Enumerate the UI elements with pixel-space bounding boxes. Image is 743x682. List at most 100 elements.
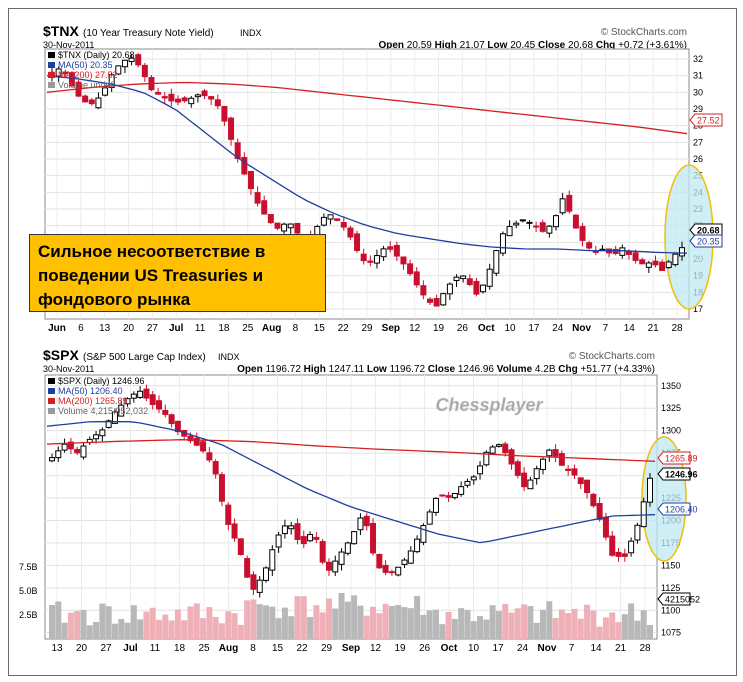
candle-body — [592, 250, 599, 253]
candle-body — [558, 453, 565, 466]
candle-body — [665, 261, 672, 269]
candle-body — [493, 250, 500, 274]
candle-body — [652, 260, 659, 266]
candle-body — [420, 285, 427, 296]
candle-body — [320, 216, 327, 226]
volume-bar — [250, 599, 257, 639]
candle-body — [413, 271, 420, 286]
y-tick-label: 1150 — [661, 560, 680, 570]
candle-body — [400, 256, 407, 265]
x-tick-label: 10 — [505, 323, 517, 334]
candle-body — [137, 390, 144, 398]
ohlc-label: Low — [485, 40, 511, 51]
x-tick-label: Sep — [342, 643, 360, 654]
ohlc-value: 21.07 — [460, 40, 485, 51]
candle-body — [376, 553, 383, 569]
candle-body — [181, 97, 188, 102]
stockcharts-brand: © StockCharts.com — [569, 351, 655, 362]
candle-body — [313, 536, 320, 540]
volume-bar — [388, 605, 395, 639]
candle-body — [619, 247, 626, 256]
candle-body — [161, 96, 168, 99]
candle-body — [647, 477, 653, 503]
candle-body — [473, 280, 480, 295]
candle-body — [445, 495, 452, 498]
candle-body — [124, 398, 131, 405]
candle-body — [458, 486, 465, 495]
candle-body — [679, 247, 685, 257]
candle-body — [55, 450, 62, 459]
volume-bar — [584, 604, 591, 639]
chart-title: (S&P 500 Large Cap Index) — [83, 352, 206, 363]
x-tick-label: 22 — [338, 323, 350, 334]
candle-body — [49, 457, 55, 462]
candle-body — [263, 567, 270, 581]
volume-bar — [628, 603, 635, 639]
candle-body — [527, 479, 534, 490]
chart-symbol: $TNX — [43, 23, 79, 39]
volume-bar — [407, 608, 414, 639]
ma200-price-label-box — [689, 113, 723, 127]
candle-body — [130, 393, 137, 399]
volume-bar — [74, 610, 81, 639]
candle-body — [634, 524, 641, 541]
volume-tick-label: 5.0B — [19, 586, 38, 596]
volume-bar — [300, 596, 307, 639]
x-tick-label: 15 — [272, 643, 284, 654]
candle-body — [566, 194, 573, 212]
volume-bar — [464, 609, 471, 639]
ohlc-label: Open — [378, 40, 406, 51]
ohlc-value: +51.77 (+4.33%) — [581, 364, 656, 375]
candle-body — [380, 248, 387, 258]
chart-frame: $TNX (10 Year Treasury Note Yield) INDX © S… — [8, 8, 737, 676]
y-tick-label: 1125 — [661, 583, 680, 593]
candle-body — [105, 420, 112, 428]
ma200-line — [46, 81, 688, 135]
volume-bar — [351, 595, 358, 639]
candle-body — [508, 449, 515, 465]
chart-panel-spx: $SPX (S&P 500 Large Cap Index) INDX © Stock… — [19, 347, 700, 654]
ohlc-summary: Open 20.59 High 21.07 Low 20.45 Close 20… — [378, 40, 687, 51]
x-tick-label: 28 — [671, 323, 683, 334]
candle-body — [363, 515, 370, 527]
ohlc-label: Open — [237, 364, 265, 375]
volume-bar — [596, 626, 603, 639]
candle-body — [477, 465, 484, 475]
volume-bar — [55, 601, 62, 639]
volume-bar — [640, 610, 647, 639]
candle-body — [156, 400, 163, 410]
candle-body — [460, 275, 467, 280]
x-tick-label: 11 — [195, 323, 206, 334]
volume-bar — [514, 608, 521, 639]
volume-bar — [162, 614, 169, 639]
volume-bar — [602, 617, 609, 639]
candle-body — [401, 559, 408, 565]
candle-body — [300, 536, 307, 545]
volume-bar — [200, 618, 207, 639]
stockcharts-brand: © StockCharts.com — [601, 27, 687, 38]
y-tick-label: 32 — [693, 54, 703, 64]
x-tick-label: 29 — [361, 323, 373, 334]
candle-body — [247, 171, 254, 190]
candle-body — [225, 504, 232, 525]
volume-bar — [508, 612, 515, 639]
x-tick-label: 13 — [99, 323, 111, 334]
candle-body — [201, 90, 208, 97]
candle-body — [370, 522, 377, 554]
ohlc-value: 20.68 — [568, 40, 593, 51]
candle-body — [218, 474, 225, 502]
legend-ma50-swatch — [48, 62, 55, 68]
volume-bar — [156, 619, 163, 639]
candle-body — [250, 574, 257, 590]
volume-bar — [533, 622, 540, 639]
legend-ma50: MA(50) 1206.40 — [58, 386, 123, 396]
ohlc-value: 1196.72 — [265, 364, 301, 375]
volume-bar — [137, 619, 144, 639]
legend-ma50-swatch — [48, 388, 55, 394]
ohlc-label: Chg — [556, 364, 581, 375]
volume-bar — [269, 606, 276, 639]
volume-bar — [527, 606, 534, 639]
x-tick-label: 25 — [242, 323, 254, 334]
y-tick-label: 17 — [693, 304, 703, 314]
candle-body — [395, 566, 402, 576]
